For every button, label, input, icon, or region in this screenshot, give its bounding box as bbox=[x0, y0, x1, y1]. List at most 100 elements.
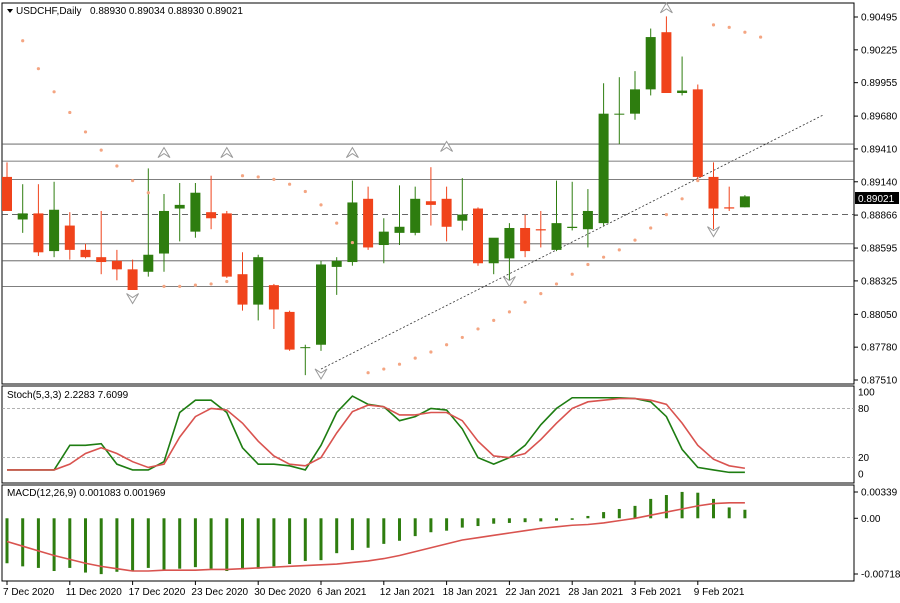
parabolic-sar-dot bbox=[225, 279, 229, 284]
stoch-panel[interactable] bbox=[1, 385, 855, 484]
price-axis-label: 0.87510 bbox=[861, 376, 898, 387]
fractal-up-arrow bbox=[659, 1, 673, 14]
macd-histogram-bar bbox=[193, 518, 197, 568]
macd-histogram-bar bbox=[99, 518, 103, 575]
macd-histogram-bar bbox=[460, 518, 464, 528]
bear-candle bbox=[520, 227, 531, 252]
macd-axis-label: -0.007186 bbox=[861, 570, 900, 581]
macd-histogram-bar bbox=[36, 518, 40, 568]
stoch-signal-line bbox=[7, 397, 746, 471]
parabolic-sar-dot bbox=[743, 30, 747, 34]
symbol-menu-icon[interactable] bbox=[7, 9, 13, 13]
bear-candle bbox=[96, 257, 107, 263]
bear-candle bbox=[425, 201, 436, 205]
date-axis-label: 30 Dec 2020 bbox=[254, 587, 311, 598]
parabolic-sar-dot bbox=[554, 282, 559, 286]
fractal-down-arrow bbox=[707, 226, 720, 238]
macd-panel[interactable] bbox=[1, 484, 855, 582]
parabolic-sar-dot bbox=[680, 197, 684, 201]
parabolic-sar-dot bbox=[649, 226, 653, 230]
macd-histogram-bar bbox=[633, 505, 637, 519]
parabolic-sar-dot bbox=[68, 110, 72, 115]
fractal-up-arrow bbox=[440, 140, 454, 152]
price-axis-label: 0.88050 bbox=[861, 310, 898, 321]
bear-candle bbox=[535, 229, 546, 231]
macd-axis-label: 0.00 bbox=[861, 514, 881, 525]
current-price-box bbox=[855, 192, 899, 204]
bull-candle bbox=[614, 113, 625, 115]
parabolic-sar-dot bbox=[162, 284, 166, 288]
macd-histogram-bar bbox=[382, 518, 386, 544]
macd-histogram-bar bbox=[476, 518, 480, 527]
macd-histogram-bar bbox=[413, 518, 417, 537]
parabolic-sar-dot bbox=[633, 238, 637, 242]
bear-candle bbox=[724, 207, 735, 209]
bull-candle bbox=[598, 113, 609, 224]
fractal-up-arrow bbox=[157, 146, 171, 159]
bull-candle bbox=[582, 210, 593, 230]
current-price-label: 0.89021 bbox=[858, 194, 895, 205]
macd-histogram-bar bbox=[586, 515, 590, 519]
stoch-axis-label: 100 bbox=[858, 388, 875, 399]
bear-candle bbox=[206, 212, 217, 219]
bull-candle bbox=[457, 214, 468, 221]
macd-histogram-bar bbox=[5, 518, 9, 564]
stoch-axis-label: 80 bbox=[858, 404, 870, 415]
macd-histogram-bar bbox=[84, 518, 87, 573]
price-axis-label: 0.88595 bbox=[861, 244, 898, 255]
stoch-axis-label: 20 bbox=[858, 453, 870, 464]
symbol-header: USDCHF,Daily bbox=[16, 6, 82, 17]
bull-candle bbox=[645, 37, 656, 90]
parabolic-sar-dot bbox=[570, 272, 574, 276]
macd-histogram-bar bbox=[429, 518, 433, 533]
macd-histogram-bar bbox=[21, 518, 25, 567]
parabolic-sar-dot bbox=[256, 175, 260, 179]
bear-candle bbox=[80, 249, 91, 258]
bear-candle bbox=[692, 89, 703, 177]
macd-histogram-bar bbox=[288, 518, 292, 565]
parabolic-sar-dot bbox=[445, 343, 449, 347]
price-panel[interactable] bbox=[1, 2, 855, 385]
macd-histogram-bar bbox=[335, 518, 339, 554]
fractal-down-arrow bbox=[502, 276, 516, 288]
macd-histogram-bar bbox=[115, 518, 119, 572]
parabolic-sar-dot bbox=[303, 189, 307, 194]
macd-histogram-bar bbox=[649, 498, 653, 519]
macd-histogram-bar bbox=[225, 518, 229, 572]
macd-histogram-bar bbox=[256, 518, 260, 569]
parabolic-sar-dot bbox=[759, 35, 763, 39]
macd-label: MACD(12,26,9) 0.001083 0.001969 bbox=[7, 488, 166, 499]
bull-candle bbox=[253, 257, 264, 305]
bear-candle bbox=[363, 198, 374, 248]
macd-axis-label: 0.00339 bbox=[861, 488, 898, 499]
macd-histogram-bar bbox=[445, 518, 449, 531]
bear-candle bbox=[64, 225, 75, 250]
parabolic-sar-dot bbox=[617, 248, 621, 252]
macd-histogram-bar bbox=[555, 518, 558, 521]
bear-candle bbox=[473, 208, 483, 264]
fractal-up-arrow bbox=[345, 146, 359, 159]
bear-candle bbox=[441, 198, 452, 227]
parabolic-sar-dot bbox=[36, 67, 41, 71]
price-axis-label: 0.89955 bbox=[861, 78, 898, 89]
parabolic-sar-dot bbox=[178, 284, 182, 288]
bull-candle bbox=[331, 260, 342, 267]
parabolic-sar-dot bbox=[727, 25, 731, 29]
macd-signal-line bbox=[6, 501, 745, 572]
macd-histogram-bar bbox=[146, 518, 150, 568]
bull-candle bbox=[300, 347, 311, 349]
parabolic-sar-dot bbox=[131, 178, 135, 183]
bull-candle bbox=[488, 237, 499, 264]
macd-histogram-bar bbox=[398, 518, 401, 541]
bear-candle bbox=[111, 260, 122, 270]
macd-histogram-bar bbox=[712, 498, 715, 519]
bull-candle bbox=[49, 209, 60, 252]
parabolic-sar-dot bbox=[335, 221, 339, 225]
bear-candle bbox=[127, 269, 138, 291]
parabolic-sar-dot bbox=[83, 130, 88, 134]
macd-histogram-bar bbox=[178, 518, 182, 569]
price-axis-label: 0.90225 bbox=[861, 45, 898, 56]
bull-candle bbox=[347, 202, 358, 263]
